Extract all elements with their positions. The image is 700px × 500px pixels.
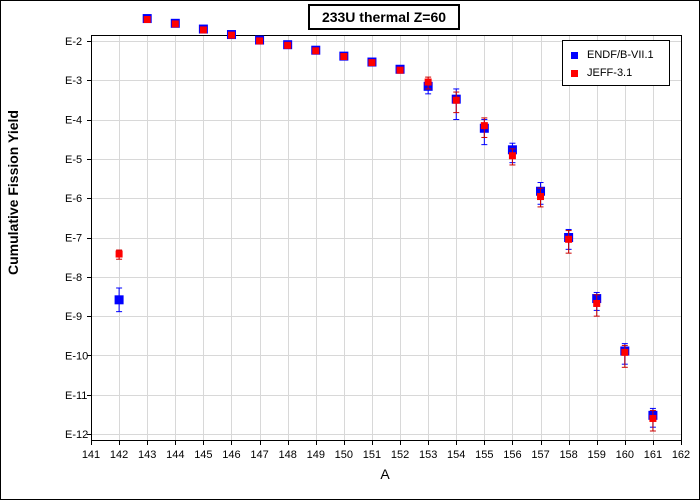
x-tick-label: 154	[447, 449, 465, 461]
x-tick-label: 142	[110, 449, 128, 461]
y-tick-label: E-8	[65, 272, 82, 284]
y-tick-label: E-7	[65, 233, 82, 245]
data-point-jeff	[340, 53, 348, 61]
data-point-jeff	[227, 31, 235, 39]
x-tick-label: 143	[138, 449, 156, 461]
y-tick-label: E-4	[65, 115, 82, 127]
x-tick-label: 145	[194, 449, 212, 461]
series-jeff	[115, 16, 657, 432]
x-tick-label: 161	[644, 449, 662, 461]
data-point-jeff	[649, 414, 657, 422]
x-tick-label: 151	[363, 449, 381, 461]
y-tick-label: E-11	[65, 390, 87, 402]
data-point-jeff	[396, 66, 404, 74]
data-point-jeff	[256, 37, 264, 45]
chart-title: 233U thermal Z=60	[308, 4, 460, 30]
y-tick-label: E-5	[65, 154, 82, 166]
data-point-jeff	[424, 78, 432, 86]
x-tick-label: 157	[531, 449, 549, 461]
legend: ENDF/B-VII.1 JEFF-3.1	[562, 40, 670, 86]
data-point-jeff	[143, 16, 151, 24]
x-tick-label: 150	[335, 449, 353, 461]
y-tick-label: E-9	[65, 311, 82, 323]
data-point-jeff	[621, 348, 629, 356]
y-tick-label: E-12	[65, 429, 88, 441]
x-tick-label: 162	[672, 449, 690, 461]
y-axis-label: Cumulative Fission Yield	[5, 110, 21, 275]
x-tick-label: 149	[307, 449, 325, 461]
series	[114, 14, 658, 432]
data-point-jeff	[508, 152, 516, 160]
y-tick-label: E-2	[65, 36, 82, 48]
x-tick-label: 141	[82, 449, 100, 461]
legend-item-jeff: JEFF-3.1	[571, 66, 632, 80]
data-point-jeff	[284, 41, 292, 49]
x-tick-label: 158	[559, 449, 577, 461]
x-tick-label: 160	[616, 449, 634, 461]
x-tick-label: 155	[475, 449, 493, 461]
x-tick-label: 152	[391, 449, 409, 461]
data-point-jeff	[565, 235, 573, 243]
x-tick-label: 153	[419, 449, 437, 461]
data-point-jeff	[171, 20, 179, 28]
data-point-jeff	[368, 59, 376, 67]
data-point-endf	[114, 295, 124, 305]
legend-label-endf: ENDF/B-VII.1	[587, 49, 654, 61]
grid	[91, 35, 682, 440]
data-point-jeff	[480, 122, 488, 130]
legend-label-jeff: JEFF-3.1	[587, 67, 633, 79]
legend-item-endf: ENDF/B-VII.1	[571, 48, 654, 62]
x-tick-label: 148	[278, 449, 296, 461]
x-tick-label: 147	[250, 449, 268, 461]
data-point-jeff	[199, 26, 207, 34]
x-tick-label: 146	[222, 449, 240, 461]
y-tick-label: E-3	[65, 75, 82, 87]
data-point-jeff	[452, 96, 460, 104]
y-tick-label: E-6	[65, 193, 82, 205]
legend-swatch-endf	[571, 51, 578, 59]
y-tick-label: E-10	[65, 350, 88, 362]
x-tick-label: 156	[503, 449, 521, 461]
legend-swatch-jeff	[571, 69, 578, 77]
plot-frame	[91, 35, 682, 441]
data-point-jeff	[312, 47, 320, 55]
data-point-jeff	[537, 193, 545, 201]
data-point-jeff	[115, 250, 123, 258]
x-tick-label: 144	[166, 449, 184, 461]
axis-ticks: 141 142 143 144 145 146 147 148 149 150 151 152 153 1…	[65, 36, 690, 461]
x-axis-label: A	[380, 466, 390, 482]
data-point-jeff	[593, 299, 601, 307]
x-tick-label: 159	[588, 449, 606, 461]
